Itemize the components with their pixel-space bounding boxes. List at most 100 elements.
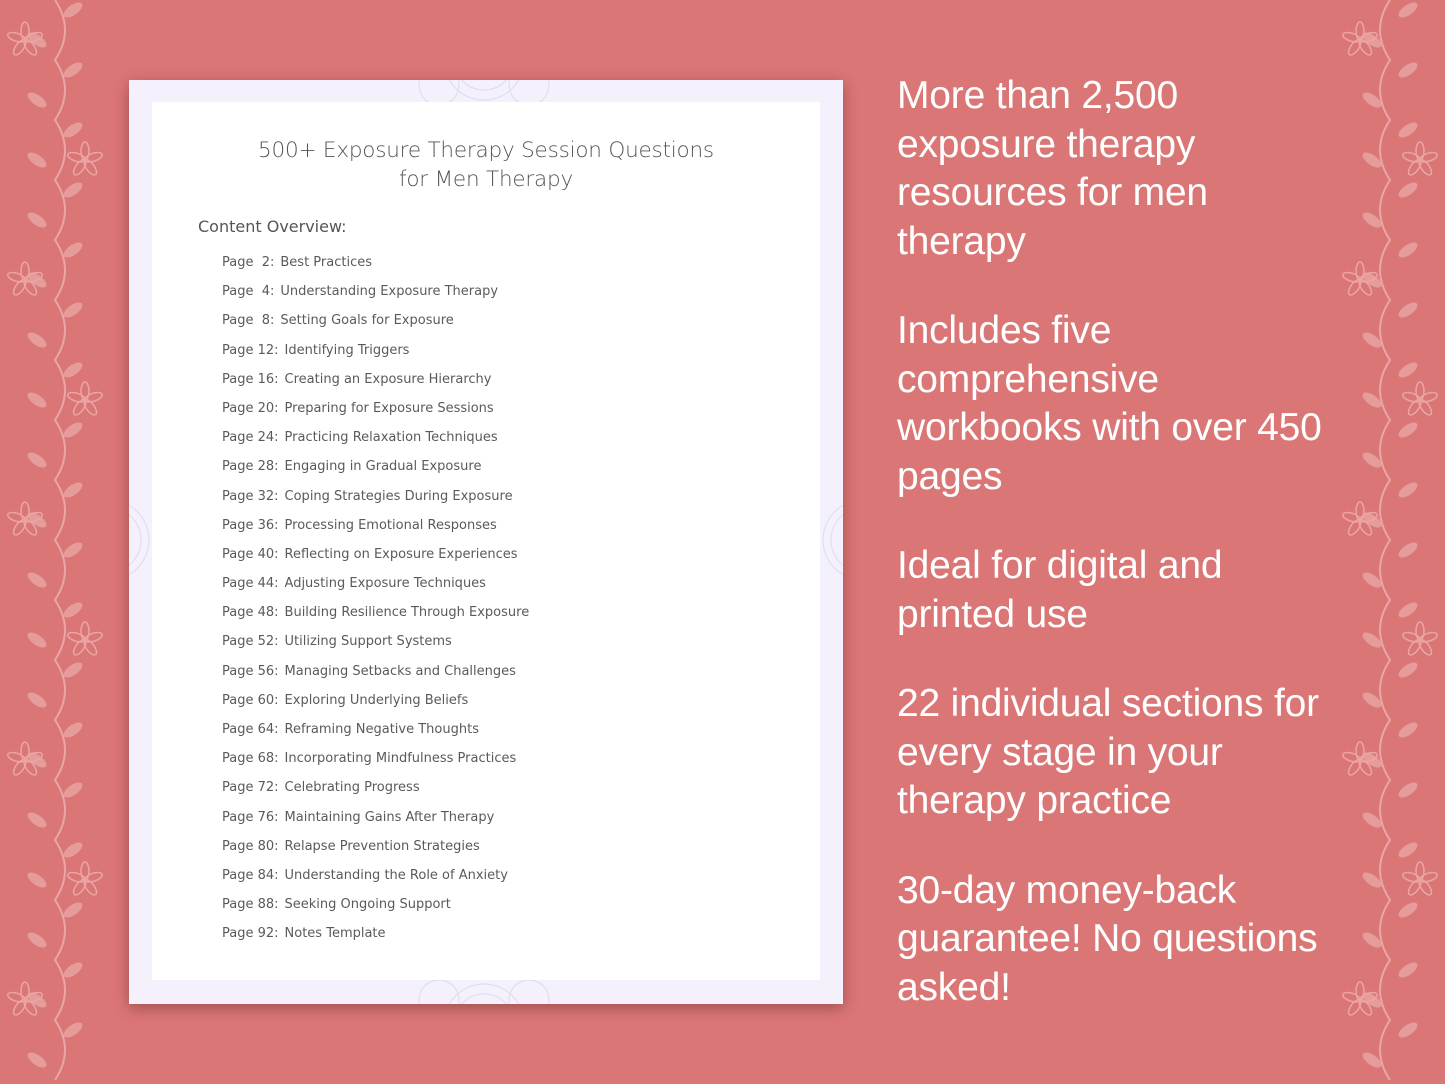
toc-item: Page 72: Celebrating Progress — [222, 780, 529, 809]
toc-page-number: Page 8: — [222, 313, 275, 329]
toc-page-number: Page 40: — [222, 546, 279, 562]
leaf-icon — [63, 602, 83, 618]
leaf-icon — [27, 332, 47, 348]
flower-icon — [1342, 981, 1378, 1016]
leaf-icon — [63, 482, 83, 498]
toc-item: Page 64: Reframing Negative Thoughts — [222, 722, 529, 751]
vine-stem — [53, 0, 66, 1081]
toc-item: Page 16: Creating an Exposure Hierarchy — [222, 372, 529, 401]
leaf-icon — [27, 572, 47, 588]
toc-item: Page 52: Utilizing Support Systems — [222, 634, 529, 663]
leaf-icon — [1362, 392, 1382, 408]
leaf-icon — [1398, 602, 1418, 618]
toc-section-title: Building Resilience Through Exposure — [284, 605, 530, 621]
leaf-icon — [63, 2, 83, 18]
toc-page-number: Page 36: — [222, 517, 279, 533]
document-title: 500+ Exposure Therapy Session Questions … — [258, 138, 714, 192]
leaf-icon — [1398, 2, 1418, 18]
toc-page-number: Page 88: — [222, 897, 279, 913]
toc-item: Page 80: Relapse Prevention Strategies — [222, 839, 529, 868]
toc-item: Page 20: Preparing for Exposure Sessions — [222, 401, 529, 430]
toc-item: Page 2: Best Practices — [222, 255, 529, 284]
leaf-icon — [1398, 182, 1418, 198]
leaf-icon — [1362, 212, 1382, 228]
toc-item: Page 60: Exploring Underlying Beliefs — [222, 693, 529, 722]
toc-section-title: Practicing Relaxation Techniques — [284, 430, 498, 446]
leaf-icon — [1398, 482, 1418, 498]
toc-item: Page 68: Incorporating Mindfulness Practi… — [222, 751, 529, 780]
feature-workbooks: Includes five comprehensive workbooks wi… — [897, 309, 1322, 498]
mandala-ornament-top — [418, 80, 550, 102]
flower-icon — [1402, 381, 1438, 416]
toc-section-title: Relapse Prevention Strategies — [284, 838, 480, 854]
toc-section-title: Identifying Triggers — [284, 342, 410, 358]
leaf-icon — [63, 962, 83, 978]
toc-item: Page 76: Maintaining Gains After Therapy — [222, 810, 529, 839]
toc-page-number: Page 60: — [222, 692, 279, 708]
feature-digital-print: Ideal for digital and printed use — [897, 544, 1223, 636]
toc-page-number: Page 56: — [222, 663, 279, 679]
flower-icon — [67, 861, 103, 896]
table-of-contents: Page 2: Best Practices Page 4: Understandin… — [222, 255, 529, 956]
toc-page-number: Page 64: — [222, 722, 279, 737]
toc-item: Page 28: Engaging in Gradual Exposure — [222, 459, 529, 488]
toc-section-title: Seeking Ongoing Support — [284, 897, 451, 913]
flower-icon — [7, 501, 43, 536]
toc-item: Page 40: Reflecting on Exposure Experienc… — [222, 547, 529, 576]
leaf-icon — [27, 152, 47, 168]
toc-section-title: Reframing Negative Thoughts — [284, 722, 479, 737]
flower-icon — [1342, 741, 1378, 776]
toc-item: Page 4: Understanding Exposure Therapy — [222, 284, 529, 313]
leaf-icon — [1398, 962, 1418, 978]
flower-icon — [1342, 21, 1378, 56]
leaf-icon — [27, 92, 47, 108]
leaf-icon — [27, 1052, 47, 1068]
toc-section-title: Celebrating Progress — [284, 780, 420, 796]
flower-icon — [7, 261, 43, 296]
flower-icon — [1402, 141, 1438, 176]
toc-section-title: Best Practices — [280, 255, 373, 270]
flower-icon — [67, 141, 103, 176]
vine-stem — [1379, 0, 1392, 1081]
leaf-icon — [1398, 722, 1418, 738]
leaf-icon — [63, 362, 83, 378]
toc-section-title: Reflecting on Exposure Experiences — [284, 546, 518, 562]
leaf-icon — [1398, 422, 1418, 438]
toc-page-number: Page 84: — [222, 867, 279, 883]
leaf-icon — [63, 302, 83, 318]
leaf-icon — [1398, 662, 1418, 678]
leaf-icon — [27, 812, 47, 828]
toc-item: Page 92: Notes Template — [222, 926, 529, 955]
toc-section-title: Understanding Exposure Therapy — [280, 284, 499, 300]
leaf-icon — [27, 932, 47, 948]
leaf-icon — [27, 692, 47, 708]
leaf-icon — [1362, 452, 1382, 468]
toc-section-title: Coping Strategies During Exposure — [284, 488, 513, 504]
toc-item: Page 44: Adjusting Exposure Techniques — [222, 576, 529, 605]
toc-section-title: Preparing for Exposure Sessions — [284, 400, 494, 416]
floral-vine-decoration-right — [1342, 0, 1438, 1081]
toc-section-title: Engaging in Gradual Exposure — [284, 459, 482, 475]
feature-resources: More than 2,500 exposure therapy resourc… — [897, 74, 1208, 263]
toc-section-title: Maintaining Gains After Therapy — [284, 809, 495, 825]
leaf-icon — [27, 452, 47, 468]
toc-page-number: Page 16: — [222, 371, 279, 387]
leaf-icon — [63, 122, 83, 138]
leaf-icon — [1362, 632, 1382, 648]
leaf-icon — [63, 542, 83, 558]
flower-icon — [1342, 261, 1378, 296]
leaf-icon — [1362, 692, 1382, 708]
leaf-icon — [1362, 152, 1382, 168]
flower-icon — [7, 741, 43, 776]
toc-section-title: Setting Goals for Exposure — [280, 313, 454, 329]
leaf-icon — [63, 662, 83, 678]
toc-item: Page 8: Setting Goals for Exposure — [222, 313, 529, 342]
leaf-icon — [63, 722, 83, 738]
toc-page-number: Page 44: — [222, 576, 279, 592]
toc-item: Page 24: Practicing Relaxation Techniques — [222, 430, 529, 459]
content-overview-heading: Content Overview: — [198, 217, 347, 236]
toc-page-number: Page 20: — [222, 400, 279, 416]
toc-page-number: Page 28: — [222, 459, 279, 475]
leaf-icon — [1362, 1052, 1382, 1068]
feature-guarantee: 30-day money-back guarantee! No question… — [897, 868, 1318, 1009]
